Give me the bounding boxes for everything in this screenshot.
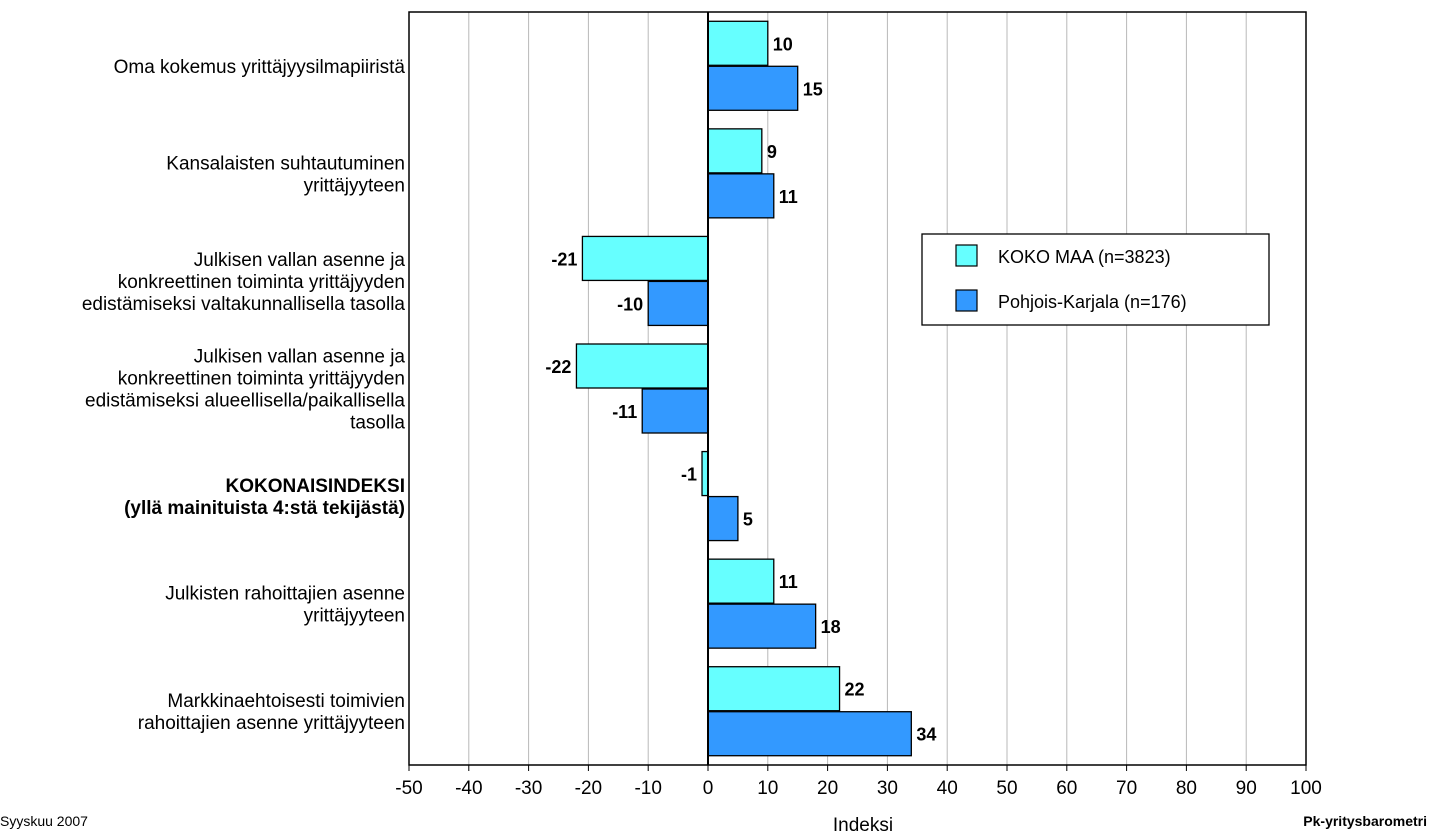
category-label-line: Julkisen vallan asenne ja (194, 250, 406, 271)
legend-swatch (955, 244, 978, 267)
x-tick-label: 100 (1290, 778, 1322, 799)
data-label: 9 (767, 142, 777, 162)
gridlines (468, 12, 1247, 765)
data-label: 10 (773, 34, 793, 54)
category-label: Julkisen vallan asenne ja konkreettinen t… (82, 250, 406, 315)
category-label: KOKONAISINDEKSI (yllä mainituista 4:stä t… (124, 476, 405, 519)
data-label: 11 (779, 572, 798, 592)
category-label: Markkinaehtoisesti toimivien rahoittajien… (138, 691, 405, 734)
category-label-line: KOKONAISINDEKSI (226, 476, 405, 497)
bar-series-1 (575, 343, 709, 389)
data-label: 34 (916, 725, 936, 745)
footer-date: Syyskuu 2007 (0, 813, 88, 829)
bar-series-1 (707, 558, 775, 604)
data-label: 22 (845, 680, 865, 700)
category-label-line: Markkinaehtoisesti toimivien (167, 691, 405, 712)
x-tick-label: 0 (703, 778, 714, 799)
x-tick-label: -10 (634, 778, 661, 799)
data-label: 5 (743, 510, 753, 530)
category-label: Oma kokemus yrittäjyysilmapiiristä (114, 57, 406, 78)
category-label-line: konkreettinen toiminta yrittäjyyden (118, 272, 405, 293)
bar-series-2 (707, 711, 912, 757)
x-tick-label: -20 (575, 778, 602, 799)
x-tick-label: 70 (1116, 778, 1137, 799)
category-label-line: edistämiseksi valtakunnallisella tasolla (82, 294, 406, 315)
bar-series-2 (641, 388, 709, 434)
category-label: Julkisen vallan asenne ja konkreettinen t… (85, 347, 405, 434)
x-tick-label: 30 (877, 778, 898, 799)
data-label: -10 (617, 294, 643, 314)
bar-series-1 (707, 20, 769, 66)
category-label-line: edistämiseksi alueellisella/paikallisell… (85, 391, 405, 412)
category-label-line: konkreettinen toiminta yrittäjyyden (118, 369, 405, 390)
bar-series-2 (707, 65, 799, 111)
legend: KOKO MAA (n=3823) Pohjois-Karjala (n=176) (921, 233, 1270, 326)
x-tick-label: -30 (515, 778, 542, 799)
category-label-line: Kansalaisten suhtautuminen (166, 153, 405, 174)
data-label: -1 (681, 465, 697, 485)
x-tick-label: 60 (1056, 778, 1077, 799)
x-tick-label: 40 (937, 778, 958, 799)
legend-label: KOKO MAA (n=3823) (998, 247, 1171, 267)
data-label: 15 (803, 79, 823, 99)
category-label-line: Julkisten rahoittajien asenne (165, 584, 405, 605)
x-tick-label: 90 (1236, 778, 1257, 799)
footer-source: Pk-yritysbarometri (1303, 813, 1427, 829)
legend-swatch (955, 289, 978, 312)
data-label: 11 (779, 187, 798, 207)
x-tick-label: 50 (996, 778, 1017, 799)
data-label: -11 (612, 402, 637, 422)
legend-label: Pohjois-Karjala (n=176) (998, 292, 1187, 312)
legend-box (921, 233, 1270, 326)
category-label-line: rahoittajien asenne yrittäjyyteen (138, 713, 405, 734)
bars: 10 15 9 11 -21 -10 -22 -11 -1 5 11 18 22 34 (545, 20, 936, 757)
category-label-line: yrittäjyyteen (304, 175, 405, 196)
x-tick-label: -50 (395, 778, 422, 799)
data-label: -22 (545, 357, 571, 377)
category-labels: Oma kokemus yrittäjyysilmapiiristä Kansal… (82, 57, 406, 734)
bar-series-2 (707, 603, 817, 649)
plot-area (408, 11, 1307, 766)
category-label-line: (yllä mainituista 4:stä tekijästä) (124, 498, 405, 519)
data-label: -21 (551, 249, 577, 269)
category-label-line: yrittäjyyteen (304, 606, 405, 627)
bar-series-1 (707, 666, 841, 712)
bar-series-2 (647, 280, 709, 327)
x-tick-label: -40 (455, 778, 482, 799)
x-axis: -50 -40 -30 -20 -10 0 10 20 30 40 50 60 70 80 90 100 (395, 765, 1322, 799)
bar-series-2 (707, 495, 739, 542)
category-label-line: Oma kokemus yrittäjyysilmapiiristä (114, 57, 406, 78)
category-label-line: tasolla (350, 413, 405, 434)
data-label: 18 (821, 617, 841, 637)
category-label: Kansalaisten suhtautuminen yrittäjyyteen (166, 153, 405, 196)
x-tick-label: 10 (757, 778, 778, 799)
bar-series-1 (581, 235, 709, 282)
category-label-line: Julkisen vallan asenne ja (194, 347, 406, 368)
x-axis-title: Indeksi (833, 815, 893, 834)
category-label: Julkisten rahoittajien asenne yrittäjyyte… (165, 584, 405, 627)
bar-series-1 (707, 128, 763, 174)
bar-series-2 (707, 173, 775, 219)
x-tick-label: 20 (817, 778, 838, 799)
x-tick-label: 80 (1176, 778, 1197, 799)
